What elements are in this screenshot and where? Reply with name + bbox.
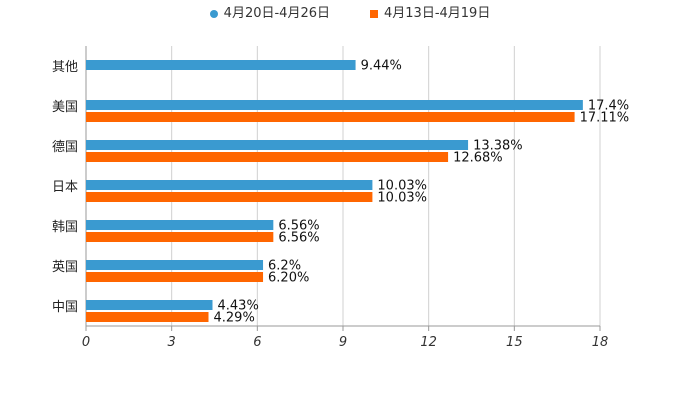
legend-item-series-1[interactable]: 4月20日-4月26日 [209, 4, 330, 24]
bar-2-中国 [86, 312, 209, 322]
y-category-label: 中国 [52, 300, 78, 315]
y-category-label: 其他 [52, 60, 78, 75]
y-category-label: 英国 [52, 260, 78, 275]
legend-label-series-1: 4月20日-4月26日 [223, 6, 330, 21]
data-label-1-日本: 10.03% [377, 179, 427, 194]
x-tick-label-3: 3 [168, 335, 176, 350]
x-tick-label-0: 0 [82, 335, 90, 350]
bar-2-英国 [86, 272, 264, 282]
data-label-1-英国: 6.2% [268, 259, 301, 274]
bar-1-中国 [86, 300, 213, 310]
data-label-2-德国: 12.68% [453, 151, 503, 166]
y-category-label: 日本 [52, 180, 78, 195]
x-tick-label-6: 6 [253, 335, 261, 350]
x-tick-label-12: 12 [420, 335, 437, 350]
x-tick-label-18: 18 [592, 335, 609, 350]
data-label-2-日本: 10.03% [377, 191, 427, 206]
bar-1-其他 [86, 60, 356, 70]
bar-1-德国 [86, 140, 469, 150]
bar-2-德国 [86, 152, 449, 162]
bar-1-美国 [86, 100, 583, 110]
bar-2-日本 [86, 192, 373, 202]
legend-label-series-2: 4月13日-4月19日 [384, 6, 491, 21]
bar-2-韩国 [86, 232, 274, 242]
y-category-label: 美国 [52, 100, 78, 115]
legend: 4月20日-4月26日 4月13日-4月19日 [0, 4, 700, 24]
bar-1-韩国 [86, 220, 274, 230]
y-category-label: 德国 [52, 140, 78, 155]
legend-swatch-series-2 [370, 10, 378, 18]
data-label-1-美国: 17.4% [588, 99, 629, 114]
data-label-2-中国: 4.29% [214, 311, 255, 326]
bar-2-美国 [86, 112, 575, 122]
data-label-2-韩国: 6.56% [278, 231, 319, 246]
legend-item-series-2[interactable]: 4月13日-4月19日 [370, 4, 490, 24]
data-label-1-其他: 9.44% [361, 59, 402, 74]
y-category-label: 韩国 [52, 220, 78, 235]
data-label-1-中国: 4.43% [218, 299, 259, 314]
data-label-2-英国: 6.20% [268, 271, 309, 286]
bar-1-日本 [86, 180, 373, 190]
data-label-1-韩国: 6.56% [278, 219, 319, 234]
data-label-2-美国: 17.11% [580, 111, 630, 126]
legend-swatch-series-1 [209, 10, 218, 18]
x-tick-label-15: 15 [506, 335, 523, 350]
data-label-1-德国: 13.38% [473, 139, 523, 154]
bar-1-英国 [86, 260, 264, 270]
x-tick-label-9: 9 [339, 335, 347, 350]
